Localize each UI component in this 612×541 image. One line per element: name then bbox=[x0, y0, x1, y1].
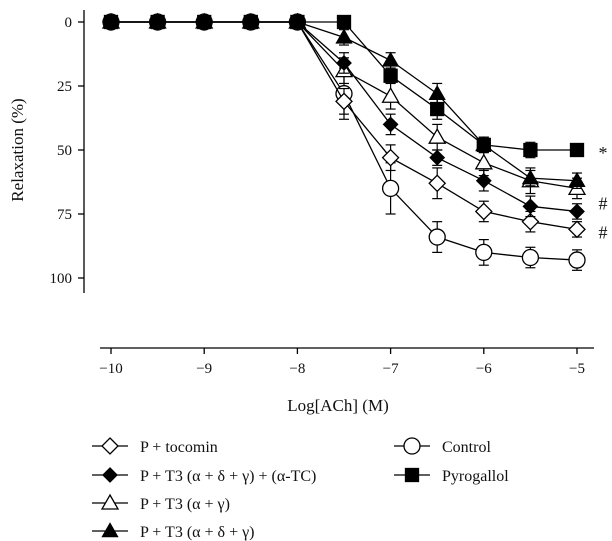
data-point bbox=[568, 251, 586, 269]
legend-label: P + T3 (α + δ + γ) bbox=[140, 524, 255, 541]
y-tick-label: 0 bbox=[65, 15, 73, 31]
data-point bbox=[335, 92, 353, 111]
legend: P + tocomin P + T3 (α + δ + γ) + (α-TC) P … bbox=[92, 437, 509, 541]
x-tick-label: −5 bbox=[569, 361, 585, 377]
legend-item: Control bbox=[394, 437, 491, 456]
data-point bbox=[474, 153, 493, 170]
data-point bbox=[243, 14, 258, 30]
legend-label: P + T3 (α + γ) bbox=[140, 496, 230, 513]
legend-marker bbox=[404, 467, 420, 483]
legend-item: P + tocomin bbox=[92, 437, 218, 456]
y-tick-label: 100 bbox=[50, 271, 73, 287]
data-point bbox=[475, 172, 492, 189]
data-point bbox=[336, 14, 352, 30]
legend-marker bbox=[102, 467, 118, 483]
legend-item: Pyrogallol bbox=[394, 467, 509, 485]
data-point bbox=[521, 169, 540, 185]
y-axis-label: Relaxation (%) bbox=[8, 98, 27, 201]
x-tick-label: −6 bbox=[476, 361, 492, 377]
data-point bbox=[429, 149, 446, 166]
x-tick-label: −9 bbox=[196, 361, 212, 377]
data-point bbox=[568, 220, 586, 239]
axes: 0 25 50 75 100 −10 −9 −8 −7 −6 −5 Log[ACh] (M) Relax… bbox=[8, 10, 594, 415]
data-point bbox=[383, 68, 398, 83]
data-point bbox=[476, 137, 491, 153]
legend-marker bbox=[101, 437, 119, 455]
data-point bbox=[475, 243, 493, 262]
legend-label: Control bbox=[442, 439, 491, 456]
data-point bbox=[336, 55, 352, 71]
y-tick-label: 50 bbox=[57, 143, 72, 159]
data-point bbox=[381, 179, 400, 198]
legend-item: P + T3 (α + δ + γ) bbox=[92, 522, 255, 541]
significance-marker: # bbox=[599, 222, 608, 242]
data-point bbox=[568, 171, 586, 187]
data-point bbox=[569, 203, 585, 220]
data-point bbox=[381, 51, 400, 67]
data-point bbox=[522, 198, 539, 215]
legend-label: P + T3 (α + δ + γ) + (α-TC) bbox=[140, 468, 316, 485]
data-point bbox=[428, 84, 446, 100]
legend-marker bbox=[101, 522, 119, 538]
legend-label: P + tocomin bbox=[140, 439, 218, 456]
data-point bbox=[569, 142, 585, 158]
significance-marker: # bbox=[599, 193, 608, 213]
x-tick-label: −7 bbox=[383, 361, 399, 377]
data-point bbox=[430, 101, 445, 117]
data-point bbox=[428, 228, 446, 246]
data-point bbox=[150, 14, 165, 30]
y-tick-label: 25 bbox=[57, 79, 72, 95]
legend-item: P + T3 (α + δ + γ) + (α-TC) bbox=[92, 467, 316, 485]
legend-item: P + T3 (α + γ) bbox=[92, 493, 230, 513]
legend-label: Pyrogallol bbox=[442, 468, 509, 485]
data-point bbox=[382, 116, 399, 133]
data-point bbox=[197, 14, 212, 30]
data-point bbox=[521, 212, 540, 231]
data-point bbox=[428, 127, 447, 144]
x-tick-label: −10 bbox=[99, 361, 122, 377]
data-point bbox=[290, 14, 305, 30]
x-tick-label: −8 bbox=[289, 361, 305, 377]
data-point bbox=[103, 14, 119, 30]
significance-marker: * bbox=[599, 143, 608, 163]
data-point bbox=[523, 142, 538, 158]
data-point bbox=[474, 202, 493, 221]
data-point bbox=[428, 174, 447, 193]
x-axis-label: Log[ACh] (M) bbox=[287, 396, 389, 415]
series-layer bbox=[101, 12, 587, 271]
data-point bbox=[335, 28, 353, 44]
legend-marker bbox=[403, 437, 421, 455]
legend-marker bbox=[100, 493, 120, 510]
data-point bbox=[381, 148, 400, 167]
series-5 bbox=[103, 14, 585, 159]
annotation-layer: * # # bbox=[599, 143, 608, 242]
series-0 bbox=[102, 13, 586, 239]
data-point bbox=[521, 248, 540, 267]
data-point bbox=[381, 86, 400, 103]
y-tick-label: 75 bbox=[57, 207, 72, 223]
